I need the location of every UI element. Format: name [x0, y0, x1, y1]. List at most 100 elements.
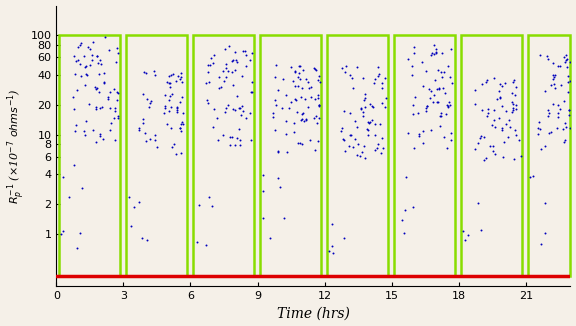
Point [304, 80, 313, 85]
Point [483, 111, 492, 116]
Point [265, 235, 274, 241]
Point [167, 92, 176, 97]
Point [359, 113, 368, 118]
Point [104, 48, 113, 53]
Point [96, 57, 105, 63]
Point [293, 83, 302, 89]
Point [179, 110, 188, 115]
Point [411, 95, 420, 100]
Point [501, 109, 510, 114]
Point [165, 93, 174, 98]
Point [414, 133, 423, 139]
Point [296, 117, 305, 122]
Point [88, 57, 97, 63]
Point [473, 201, 483, 206]
Point [447, 81, 456, 86]
Point [373, 74, 382, 79]
Bar [461, 36, 522, 276]
Point [544, 131, 554, 136]
Point [85, 62, 94, 67]
Point [478, 81, 487, 86]
Point [374, 71, 384, 76]
Point [361, 95, 370, 100]
Point [124, 194, 134, 199]
Point [299, 110, 308, 115]
Point [173, 106, 182, 111]
Point [495, 95, 504, 100]
Point [563, 80, 573, 85]
Point [476, 133, 485, 139]
Point [401, 174, 411, 180]
Point [286, 64, 295, 69]
Point [437, 113, 446, 119]
Point [77, 73, 86, 78]
Point [206, 62, 215, 67]
Point [290, 69, 300, 74]
Point [135, 200, 144, 205]
Point [324, 248, 334, 253]
Point [341, 64, 350, 69]
Point [509, 106, 518, 111]
Point [560, 137, 570, 142]
Point [105, 106, 114, 111]
Point [438, 51, 447, 56]
Point [164, 98, 173, 103]
Point [74, 57, 83, 63]
Point [112, 59, 121, 64]
Point [421, 68, 430, 74]
Point [142, 70, 151, 75]
Point [228, 70, 237, 75]
Point [204, 194, 213, 200]
Point [337, 66, 346, 71]
Point [162, 122, 172, 127]
Point [507, 100, 517, 105]
Point [161, 93, 170, 98]
Point [426, 52, 435, 58]
X-axis label: Time (hrs): Time (hrs) [277, 306, 350, 320]
Point [370, 132, 380, 138]
Point [373, 64, 382, 69]
Point [426, 96, 435, 101]
Point [422, 104, 431, 109]
Point [353, 152, 362, 157]
Point [488, 148, 497, 153]
Point [548, 61, 558, 66]
Point [500, 80, 509, 85]
Point [171, 152, 180, 157]
Point [137, 236, 146, 241]
Point [223, 68, 233, 73]
Point [310, 147, 320, 152]
Point [84, 44, 93, 50]
Point [298, 86, 307, 91]
Point [109, 115, 119, 121]
Point [502, 121, 511, 126]
Point [176, 77, 185, 82]
Point [339, 137, 348, 142]
Point [357, 149, 366, 154]
Point [273, 175, 282, 181]
Point [463, 232, 472, 237]
Point [110, 137, 119, 142]
Point [221, 46, 230, 52]
Point [298, 112, 307, 117]
Point [315, 74, 324, 79]
Point [511, 102, 521, 108]
Point [292, 109, 301, 114]
Point [214, 86, 223, 91]
Point [304, 105, 313, 110]
Point [92, 139, 101, 144]
Point [306, 84, 316, 90]
Point [381, 75, 390, 81]
Point [377, 81, 386, 86]
Point [434, 85, 443, 91]
Point [358, 75, 367, 81]
Point [313, 92, 323, 97]
Point [272, 103, 281, 108]
Point [507, 91, 517, 96]
Point [223, 102, 233, 108]
Point [510, 156, 519, 162]
Point [490, 117, 499, 123]
Point [437, 70, 446, 75]
Point [285, 106, 294, 111]
Point [409, 102, 418, 108]
